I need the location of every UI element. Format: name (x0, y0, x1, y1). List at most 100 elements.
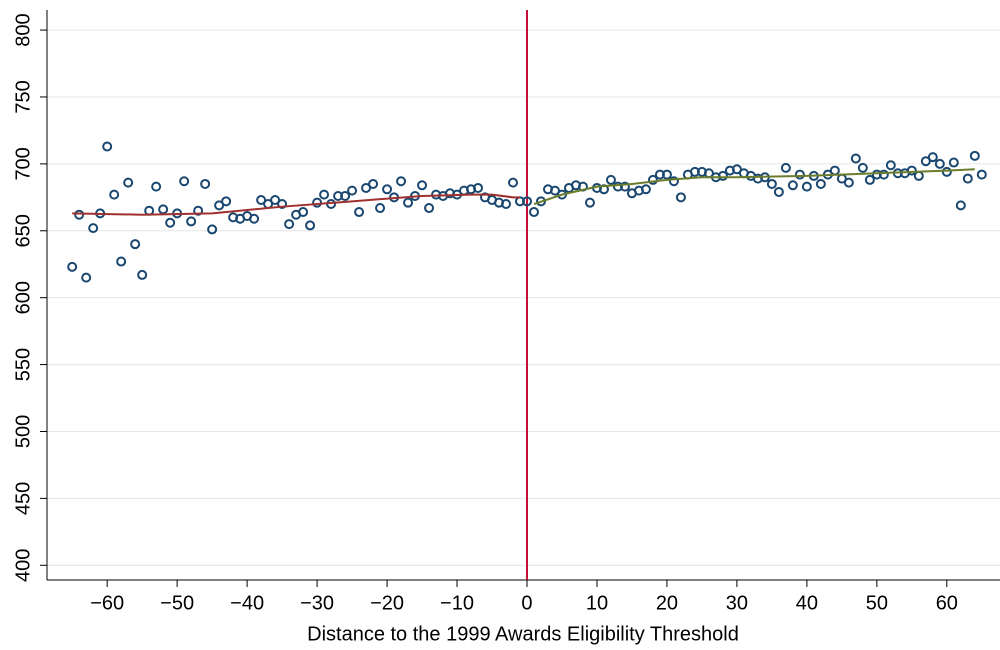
x-tick-label: −10 (440, 592, 474, 614)
point (88, 223, 99, 234)
point (794, 169, 805, 180)
x-tick-label: 30 (726, 592, 748, 614)
point (612, 181, 623, 192)
point (787, 180, 798, 191)
point (375, 203, 386, 214)
point (270, 195, 281, 205)
point (137, 269, 148, 280)
point (801, 181, 812, 192)
point (962, 173, 973, 184)
point (668, 176, 679, 187)
point (319, 189, 330, 200)
point (193, 205, 204, 216)
x-tick-label: −30 (300, 592, 334, 614)
point (948, 157, 959, 168)
point (906, 165, 917, 176)
point (312, 197, 323, 208)
point (871, 169, 882, 180)
point (815, 178, 826, 189)
point (857, 162, 868, 173)
point (661, 169, 672, 180)
point (200, 178, 211, 189)
point (221, 196, 232, 207)
point (81, 272, 92, 283)
point (186, 216, 197, 227)
point (878, 169, 889, 180)
point (689, 166, 700, 177)
point (619, 181, 630, 192)
point (102, 141, 113, 152)
point (976, 169, 987, 180)
x-tick-label: −40 (230, 592, 264, 614)
point (116, 256, 127, 267)
point (74, 209, 85, 220)
point (640, 184, 651, 195)
y-tick-label: 600 (12, 281, 34, 314)
point (955, 200, 966, 211)
x-tick-label: 60 (936, 592, 958, 614)
point (584, 197, 595, 208)
point (424, 203, 435, 214)
point (843, 177, 854, 188)
point (214, 200, 225, 211)
point (654, 169, 665, 180)
y-tick-label: 550 (12, 348, 34, 381)
x-tick-label: −60 (90, 592, 124, 614)
point (934, 158, 945, 169)
point (179, 176, 190, 187)
point (284, 219, 295, 230)
fit-line (72, 193, 521, 216)
point (969, 150, 980, 161)
point (717, 170, 728, 181)
point (766, 178, 777, 189)
x-tick-label: −50 (160, 592, 194, 614)
point (417, 180, 428, 191)
y-tick-label: 800 (12, 13, 34, 46)
point (298, 207, 309, 218)
y-tick-label: 400 (12, 549, 34, 582)
point (361, 182, 372, 193)
point (528, 207, 539, 218)
point (67, 261, 78, 272)
point (305, 220, 316, 231)
fit-line (533, 168, 975, 205)
point (549, 185, 560, 196)
y-tick-label: 500 (12, 415, 34, 448)
y-tick-label: 650 (12, 214, 34, 247)
point (403, 197, 414, 208)
point (647, 174, 658, 185)
point (256, 195, 267, 205)
point (675, 192, 686, 203)
point (130, 239, 141, 250)
x-tick-label: 10 (586, 592, 608, 614)
x-tick-label: −20 (370, 592, 404, 614)
point (521, 196, 532, 207)
point (354, 207, 365, 218)
y-tick-label: 700 (12, 147, 34, 180)
point (780, 162, 791, 173)
point (123, 177, 134, 188)
point (920, 156, 931, 167)
y-tick-label: 450 (12, 482, 34, 515)
point (864, 174, 875, 185)
x-tick-label: 50 (866, 592, 888, 614)
point (333, 190, 344, 201)
point (151, 181, 162, 192)
point (277, 199, 288, 210)
x-tick-label: 20 (656, 592, 678, 614)
point (368, 178, 379, 189)
point (473, 182, 484, 193)
point (382, 184, 393, 195)
point (850, 153, 861, 164)
point (927, 152, 938, 163)
point (396, 176, 407, 187)
x-tick-label: 0 (521, 592, 532, 614)
point (605, 174, 616, 185)
point (207, 224, 218, 235)
point (501, 199, 512, 210)
point (347, 185, 358, 196)
point (340, 190, 351, 201)
